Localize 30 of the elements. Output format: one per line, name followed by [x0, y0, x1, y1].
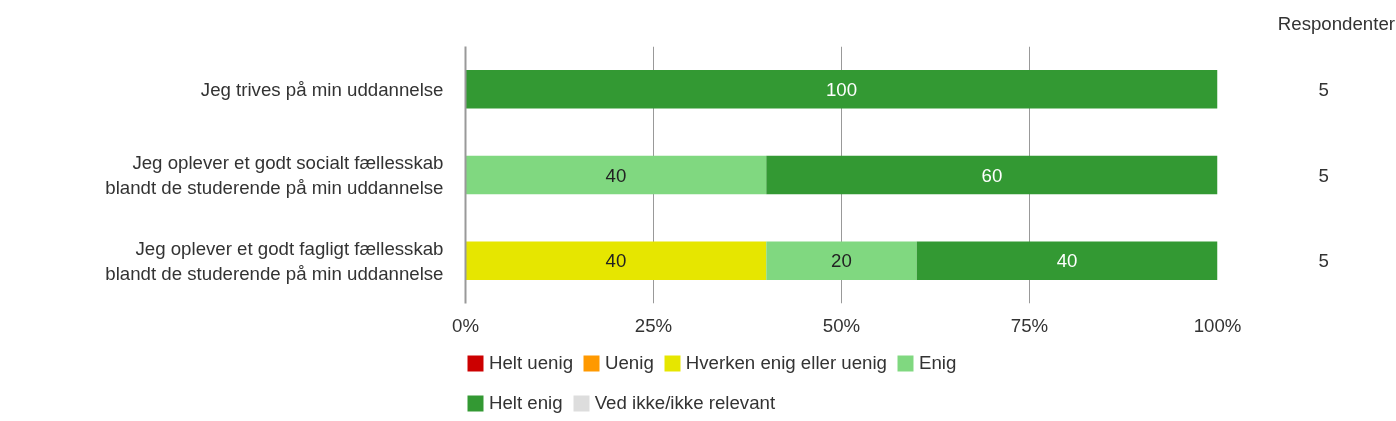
data-label: 100 — [825, 78, 858, 100]
legend-label: Ved ikke/ikke relevant — [594, 392, 776, 414]
x-tick-label: 75% — [1010, 314, 1049, 336]
bar — [766, 241, 917, 280]
bar — [465, 241, 767, 280]
bar — [465, 155, 767, 195]
legend-label: Uenig — [605, 352, 654, 374]
data-label: 40 — [605, 250, 627, 272]
x-tick-label: 25% — [634, 314, 673, 336]
text: 5 — [1318, 250, 1329, 272]
x-tick-label: 0% — [452, 314, 479, 336]
text: 5 — [1318, 164, 1329, 186]
x-tick-label: 100% — [1193, 314, 1242, 336]
x-tick-label: 50% — [822, 314, 861, 336]
bar — [465, 70, 1218, 109]
text: 5 — [1318, 78, 1329, 100]
y-tick-label: Jeg oplever et godt socialt fællesskab blandt de studerende på min uddannelse — [105, 151, 444, 199]
data-label: 40 — [605, 164, 627, 186]
legend-label: Helt uenig — [489, 352, 574, 374]
bar — [766, 155, 1218, 195]
data-label: 20 — [831, 250, 852, 272]
y-tick-label: Jeg oplever et godt fagligt fællesskab blandt de studerende på min uddannelse — [105, 237, 444, 284]
legend-label: Hverken enig eller uenig — [685, 352, 887, 374]
data-label: 60 — [981, 164, 1003, 186]
text: Respondenter — [1277, 12, 1395, 36]
y-tick-label: Jeg trives på min uddannelse — [200, 78, 444, 100]
data-label: 40 — [1056, 250, 1078, 272]
legend-label: Enig — [918, 352, 957, 374]
legend-label: Helt enig — [489, 392, 563, 414]
bar — [916, 241, 1218, 280]
